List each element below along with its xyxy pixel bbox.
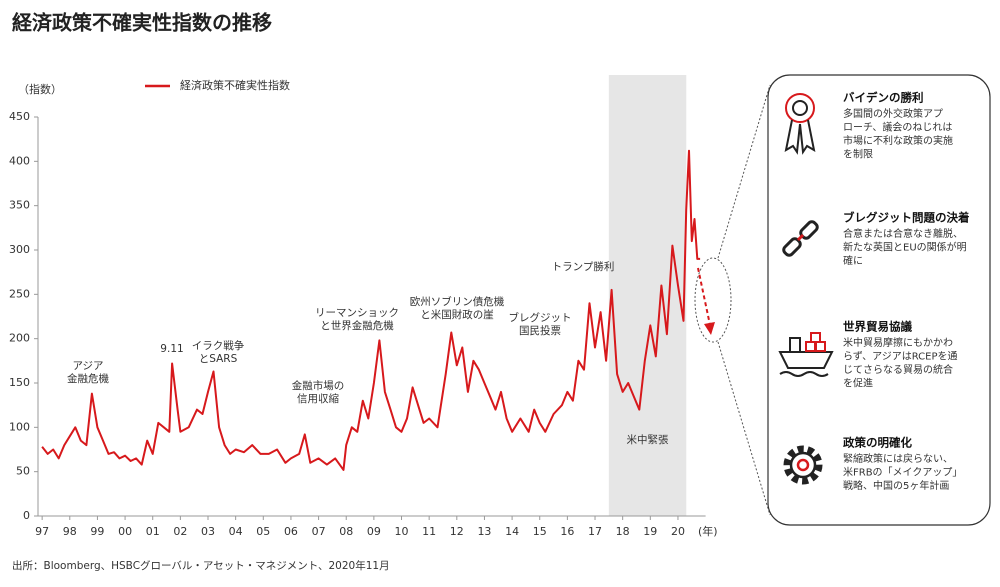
connector — [717, 84, 771, 259]
x-tick-label: 08 — [339, 525, 353, 538]
x-tick-label: 09 — [367, 525, 381, 538]
focus-ellipse — [694, 257, 732, 343]
panel-title: 世界貿易協議 — [843, 320, 912, 334]
x-tick-label: 99 — [90, 525, 104, 538]
shade-band — [608, 75, 687, 516]
x-tick-label: 17 — [588, 525, 602, 538]
panel-text: を制限 — [843, 148, 873, 161]
panel-title: ブレグジット問題の決着 — [843, 211, 970, 225]
arrow-head — [704, 322, 715, 335]
icon-gear — [783, 445, 823, 485]
x-tick-label: 01 — [146, 525, 160, 538]
x-axis-unit: (年) — [698, 524, 718, 538]
annotation: 欧州ソブリン債危機 — [410, 295, 505, 308]
panel-text: 緊縮政策には戻らない、 — [843, 452, 953, 465]
x-tick-label: 14 — [505, 525, 519, 538]
x-tick-label: 04 — [229, 525, 243, 538]
x-tick-label: 11 — [422, 525, 436, 538]
y-axis-label: （指数） — [18, 82, 62, 96]
x-tick-label: 97 — [35, 525, 49, 538]
annotation: と世界金融危機 — [320, 319, 394, 332]
annotation: 金融市場の — [292, 379, 345, 392]
arrow — [697, 267, 711, 326]
x-tick-label: 03 — [201, 525, 215, 538]
panel-title: 政策の明確化 — [843, 436, 912, 450]
x-tick-label: 06 — [284, 525, 298, 538]
annotation: リーマンショック — [315, 307, 399, 319]
y-tick-label: 200 — [9, 332, 30, 345]
annotation: 金融危機 — [67, 372, 109, 385]
y-tick-label: 50 — [16, 465, 30, 478]
shade-label: 米中緊張 — [627, 433, 669, 446]
y-tick-label: 350 — [9, 199, 30, 212]
x-tick-label: 02 — [173, 525, 187, 538]
data-line — [41, 149, 701, 471]
connector — [717, 341, 771, 516]
panel-text: じてさらなる貿易の統合 — [843, 363, 953, 376]
icon-chain — [782, 220, 819, 257]
x-tick-label: 98 — [63, 525, 77, 538]
panel-text: 多国間の外交政策アプ — [843, 107, 943, 120]
annotation: と米国財政の崖 — [420, 308, 494, 321]
y-tick-label: 100 — [9, 420, 30, 433]
panel — [767, 74, 991, 526]
x-tick-label: 13 — [477, 525, 491, 538]
panel-title: バイデンの勝利 — [843, 91, 924, 105]
x-tick-label: 19 — [643, 525, 657, 538]
x-tick-label: 18 — [616, 525, 630, 538]
panel-text: 確に — [843, 254, 863, 267]
x-tick-label: 20 — [671, 525, 685, 538]
source: 出所：Bloomberg、HSBCグローバル・アセット・マネジメント、2020年… — [12, 559, 390, 572]
panel-text: 米中貿易摩擦にもかかわ — [843, 336, 953, 349]
legend-label: 経済政策不確実性指数 — [180, 78, 290, 92]
y-tick-label: 150 — [9, 376, 30, 389]
panel-text: らず、アジアはRCEPを通 — [843, 351, 957, 363]
x-tick-label: 12 — [450, 525, 464, 538]
annotation: 国民投票 — [519, 324, 561, 337]
y-tick-label: 300 — [9, 243, 30, 256]
x-tick-label: 05 — [256, 525, 270, 538]
x-tick-label: 16 — [560, 525, 574, 538]
annotation: イラク戦争 — [192, 339, 245, 352]
annotation: 9.11 — [160, 343, 183, 355]
panel-text: を促進 — [843, 377, 873, 390]
y-tick-label: 250 — [9, 287, 30, 300]
panel-text: 市場に不利な政策の実施 — [843, 134, 953, 147]
x-tick-label: 10 — [395, 525, 409, 538]
panel-text: ローチ、議会のねじれは — [843, 121, 952, 134]
annotation: トランプ勝利 — [552, 260, 615, 273]
annotation: アジア — [72, 360, 103, 372]
chart-title: 経済政策不確実性指数の推移 — [12, 11, 272, 35]
x-tick-label: 07 — [312, 525, 326, 538]
x-tick-label: 15 — [533, 525, 547, 538]
annotation: とSARS — [199, 353, 238, 365]
y-tick-label: 450 — [9, 110, 30, 123]
annotation: 信用収縮 — [297, 392, 339, 405]
panel-text: 米FRBの「メイクアップ」 — [843, 466, 962, 479]
panel-text: 新たな英国とEUの関係が明 — [843, 241, 967, 254]
y-tick-label: 0 — [23, 509, 30, 522]
annotation: ブレグジット — [509, 311, 572, 324]
icon-ribbon — [784, 93, 816, 155]
panel-text: 合意または合意なき離脱、 — [843, 227, 963, 240]
x-tick-label: 00 — [118, 525, 132, 538]
icon-ship — [778, 332, 834, 377]
panel-text: 戦略、中国の5ヶ年計画 — [843, 479, 949, 492]
y-tick-label: 400 — [9, 154, 30, 167]
